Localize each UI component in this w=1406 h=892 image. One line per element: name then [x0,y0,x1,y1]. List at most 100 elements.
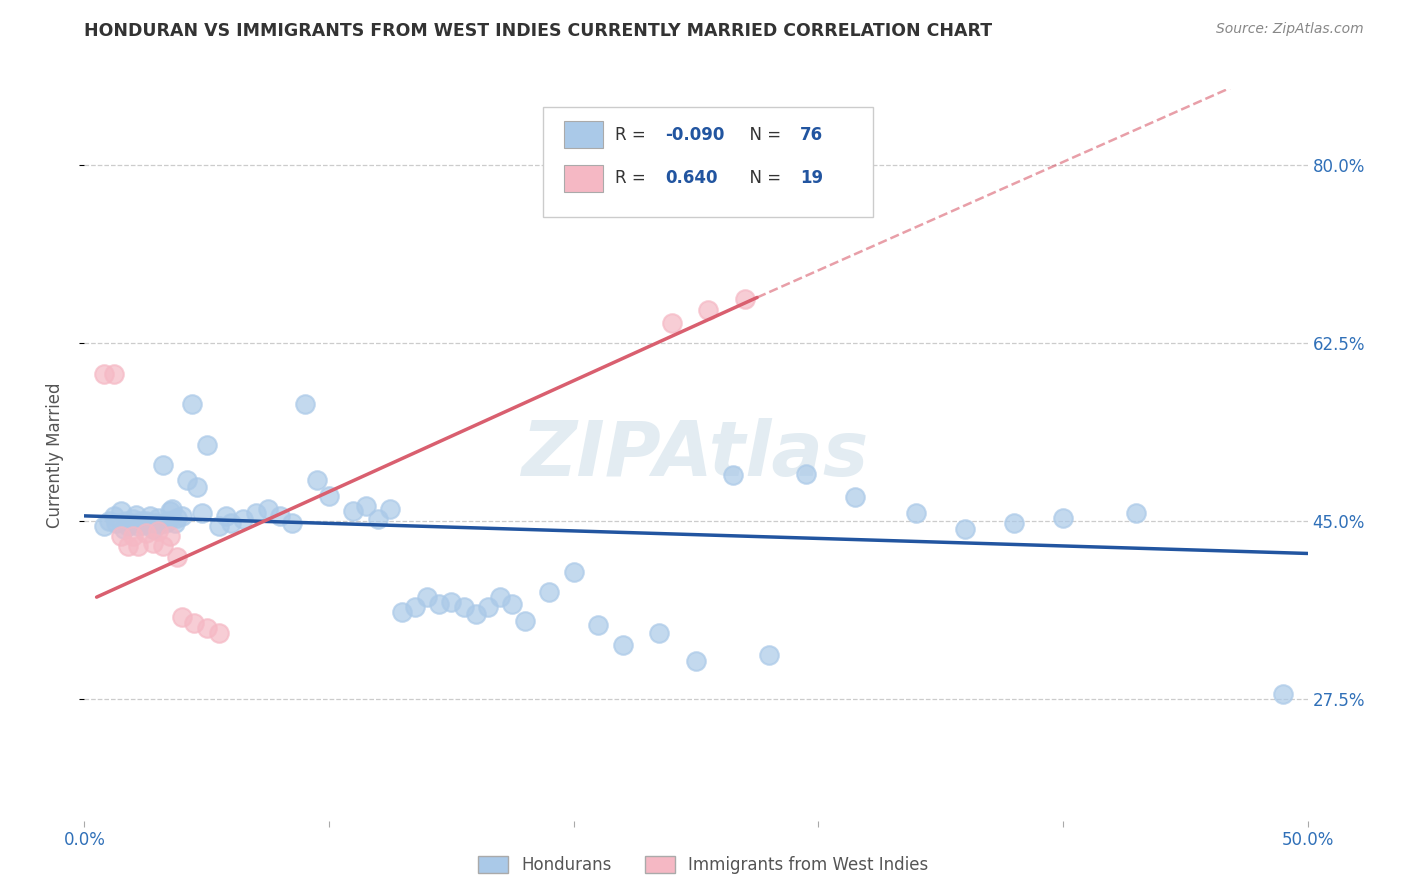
FancyBboxPatch shape [564,165,603,192]
Y-axis label: Currently Married: Currently Married [45,382,63,528]
Point [149,516,172,531]
Point [367,512,389,526]
Point [794,467,817,482]
Point [734,293,756,307]
Point [305,473,328,487]
Point [127,539,149,553]
Point [294,397,316,411]
Point [477,600,499,615]
Point [648,625,671,640]
Text: 76: 76 [800,126,823,144]
Point [117,519,139,533]
Point [120,516,142,530]
Point [953,522,976,536]
Point [844,490,866,504]
Point [380,501,402,516]
Point [103,508,125,523]
Point [269,508,291,523]
Point [183,615,205,630]
Point [245,506,267,520]
Point [97,514,120,528]
Point [166,549,188,564]
Point [135,526,157,541]
Point [257,501,280,516]
Point [176,473,198,487]
Point [93,367,115,381]
Point [152,458,174,472]
Point [93,519,115,533]
Point [122,512,145,526]
Text: 19: 19 [800,169,823,187]
Point [586,617,609,632]
Point [513,614,536,628]
Point [166,511,188,525]
Point [1125,506,1147,520]
Text: R =: R = [616,169,651,187]
Point [142,536,165,550]
Point [612,638,634,652]
Point [1002,516,1025,530]
Point [125,508,148,522]
Point [281,516,304,530]
Point [139,508,162,523]
Point [721,468,744,483]
Text: R =: R = [616,126,651,144]
Point [758,648,780,662]
Point [195,621,218,635]
Point [354,499,377,513]
Point [136,516,159,530]
Point [142,522,165,536]
Point [219,516,242,530]
Point [156,514,179,528]
Point [464,607,486,622]
Point [172,610,194,624]
Point [404,600,426,615]
Point [905,506,928,520]
Point [186,480,208,494]
Text: 0.640: 0.640 [665,169,718,187]
Point [208,625,231,640]
Point [103,367,125,381]
FancyBboxPatch shape [564,121,603,148]
Point [191,506,214,520]
Point [215,508,238,523]
Point [105,516,128,530]
Point [502,597,524,611]
Point [453,600,475,615]
Text: HONDURAN VS IMMIGRANTS FROM WEST INDIES CURRENTLY MARRIED CORRELATION CHART: HONDURAN VS IMMIGRANTS FROM WEST INDIES … [84,22,993,40]
Point [562,565,585,579]
Point [153,516,176,530]
Text: -0.090: -0.090 [665,126,724,144]
Text: ZIPAtlas: ZIPAtlas [522,418,870,491]
Point [661,316,683,330]
Point [146,524,169,538]
Point [181,397,204,411]
Text: N =: N = [738,126,786,144]
Point [146,511,169,525]
Point [132,518,155,533]
Point [110,504,132,518]
Legend: Hondurans, Immigrants from West Indies: Hondurans, Immigrants from West Indies [472,851,934,880]
FancyBboxPatch shape [543,108,873,218]
Point [122,529,145,543]
Point [391,606,413,620]
Point [416,590,439,604]
Point [117,539,139,553]
Text: N =: N = [738,169,786,187]
Point [685,654,707,668]
Point [152,539,174,553]
Point [143,516,166,530]
Point [440,595,463,609]
Point [110,529,132,543]
Point [159,504,181,518]
Point [163,516,186,530]
Point [538,585,561,599]
Point [172,508,194,523]
Point [162,501,184,516]
Point [127,519,149,533]
Point [135,514,157,528]
Point [115,514,138,528]
Point [1272,687,1295,701]
Point [1052,511,1074,525]
Point [342,504,364,518]
